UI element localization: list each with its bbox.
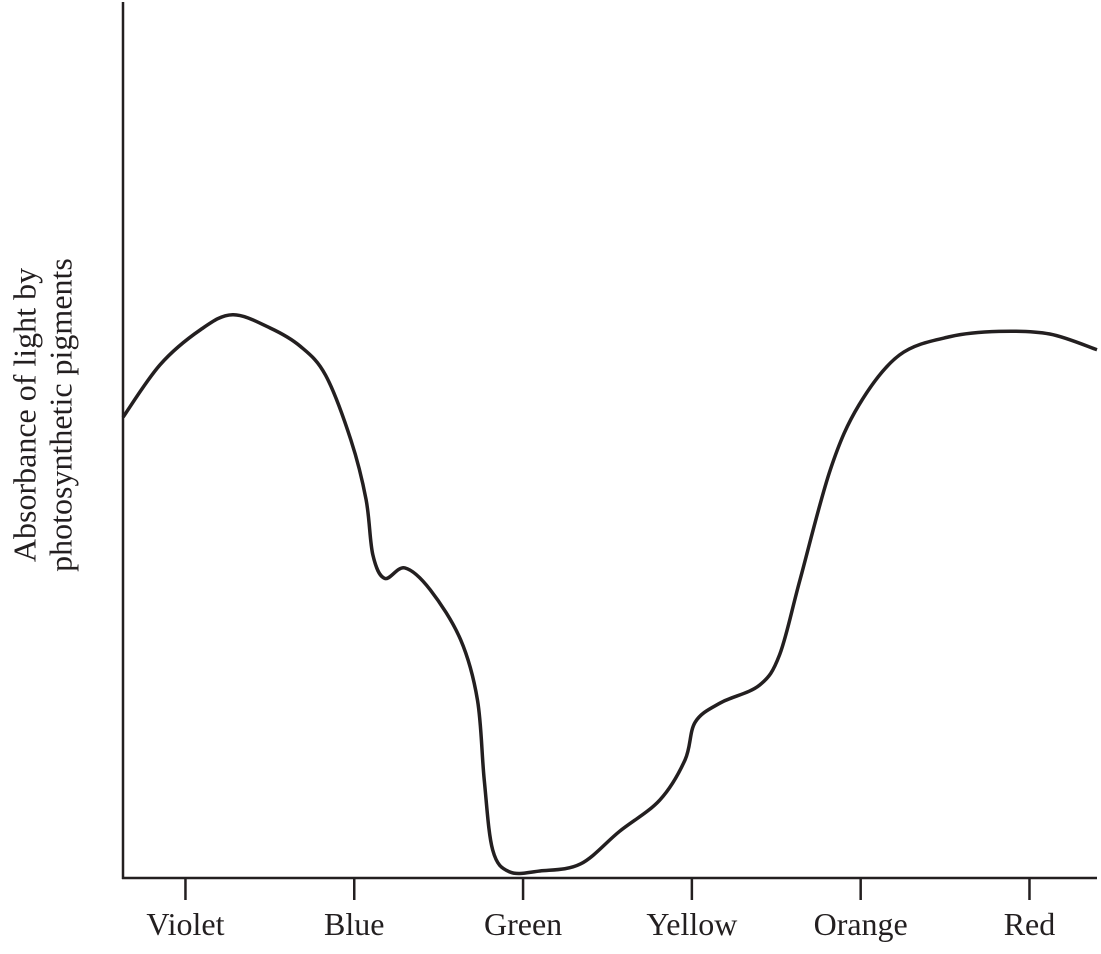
x-tick-label: Violet <box>146 906 224 942</box>
x-tick-label: Green <box>484 906 562 942</box>
x-tick-label: Red <box>1004 906 1056 942</box>
y-axis-label: photosynthetic pigments <box>42 258 78 572</box>
x-tick-label: Blue <box>324 906 384 942</box>
curve <box>121 312 1098 876</box>
y-axis-label: Absorbance of light by <box>6 268 42 562</box>
x-tick-label: Orange <box>814 906 908 942</box>
x-tick-label: Yellow <box>646 906 737 942</box>
